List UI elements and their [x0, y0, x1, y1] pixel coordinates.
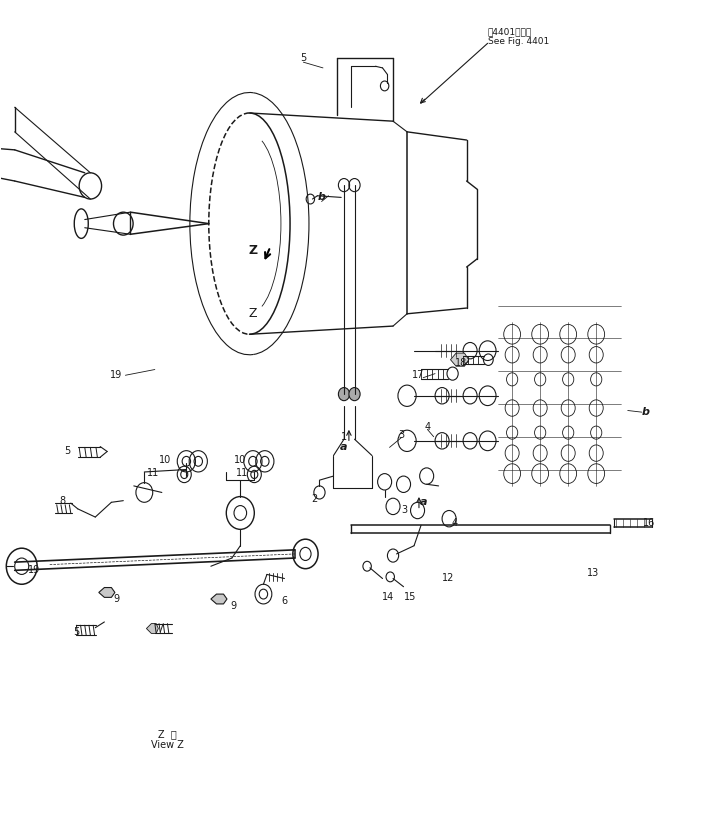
Text: 第4401図参照: 第4401図参照	[488, 27, 532, 36]
Text: 5: 5	[300, 53, 307, 63]
Text: 14: 14	[382, 593, 395, 603]
Text: a: a	[340, 443, 347, 452]
Text: 17: 17	[412, 370, 425, 380]
Text: 4: 4	[451, 518, 458, 528]
Text: 19: 19	[110, 370, 122, 380]
Text: 9: 9	[113, 594, 119, 604]
Text: 7: 7	[157, 624, 164, 635]
Text: 11: 11	[237, 468, 249, 478]
Text: 9: 9	[230, 601, 237, 611]
Text: 16: 16	[642, 518, 655, 528]
Text: 10: 10	[159, 455, 171, 465]
Text: 5: 5	[73, 626, 79, 637]
Text: 12: 12	[442, 573, 454, 583]
Polygon shape	[451, 353, 469, 366]
Text: 18: 18	[455, 358, 467, 368]
Text: 3: 3	[401, 506, 407, 516]
Text: 5: 5	[64, 447, 70, 456]
Text: 4: 4	[424, 422, 430, 432]
Text: 19: 19	[28, 566, 41, 576]
Text: 2: 2	[312, 494, 318, 504]
Circle shape	[349, 388, 360, 401]
Text: 13: 13	[587, 568, 599, 578]
Text: b: b	[317, 192, 326, 203]
Circle shape	[338, 388, 350, 401]
Text: Z  位: Z 位	[158, 729, 177, 739]
Polygon shape	[99, 588, 115, 598]
Text: b: b	[641, 407, 649, 417]
Text: 10: 10	[234, 455, 246, 465]
Text: 11: 11	[147, 468, 159, 478]
Text: 8: 8	[59, 496, 65, 506]
Text: Z: Z	[249, 244, 258, 257]
Text: View Z: View Z	[151, 740, 184, 750]
Text: 15: 15	[404, 593, 416, 603]
Text: 1: 1	[341, 432, 347, 442]
Polygon shape	[211, 594, 227, 604]
Polygon shape	[147, 624, 159, 634]
Text: See Fig. 4401: See Fig. 4401	[488, 37, 549, 46]
Text: Z: Z	[249, 307, 257, 320]
Text: a: a	[420, 498, 428, 507]
Text: 3: 3	[398, 430, 404, 440]
Text: 6: 6	[282, 596, 288, 606]
